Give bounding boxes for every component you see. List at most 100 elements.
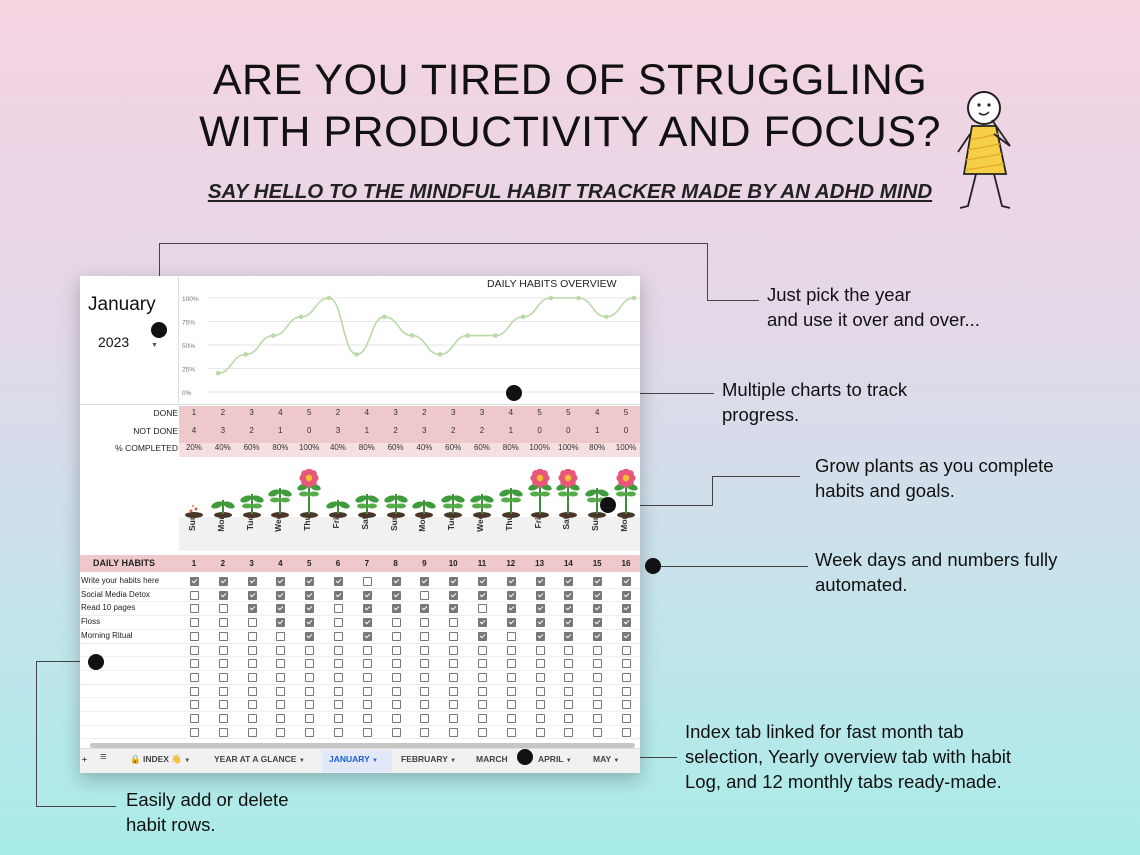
habit-checkbox[interactable] bbox=[305, 590, 315, 600]
habit-checkbox[interactable] bbox=[362, 645, 372, 655]
habit-checkbox[interactable] bbox=[420, 700, 430, 710]
habit-checkbox[interactable] bbox=[449, 700, 459, 710]
habit-checkbox[interactable] bbox=[564, 659, 574, 669]
tab-april[interactable]: APRIL ▼ bbox=[538, 754, 572, 764]
habit-checkbox[interactable] bbox=[449, 618, 459, 628]
habit-checkbox[interactable] bbox=[276, 645, 286, 655]
horizontal-scrollbar[interactable] bbox=[90, 743, 635, 748]
habit-checkbox[interactable] bbox=[449, 590, 459, 600]
tab-february[interactable]: FEBRUARY ▼ bbox=[401, 754, 456, 764]
habit-checkbox[interactable] bbox=[478, 672, 487, 682]
habit-checkbox[interactable] bbox=[593, 618, 603, 628]
habit-checkbox[interactable] bbox=[362, 659, 372, 669]
habit-checkbox[interactable] bbox=[420, 727, 430, 737]
menu-icon[interactable]: ≡ bbox=[100, 751, 107, 763]
habit-checkbox[interactable] bbox=[305, 618, 315, 628]
habit-checkbox[interactable] bbox=[506, 631, 516, 641]
habit-checkbox[interactable] bbox=[622, 672, 631, 682]
habit-checkbox[interactable] bbox=[420, 686, 430, 696]
habit-checkbox[interactable] bbox=[564, 590, 574, 600]
habit-checkbox[interactable] bbox=[334, 631, 343, 641]
habit-checkbox[interactable] bbox=[334, 577, 343, 586]
habit-checkbox[interactable] bbox=[218, 631, 228, 641]
habit-checkbox[interactable] bbox=[247, 604, 257, 614]
habit-checkbox[interactable] bbox=[247, 686, 257, 696]
habit-checkbox[interactable] bbox=[593, 631, 603, 641]
habit-name[interactable]: Write your habits here bbox=[81, 576, 160, 585]
habit-checkbox[interactable] bbox=[564, 672, 574, 682]
habit-checkbox[interactable] bbox=[622, 631, 631, 641]
habit-checkbox[interactable] bbox=[622, 700, 631, 710]
habit-checkbox[interactable] bbox=[190, 577, 199, 586]
habit-checkbox[interactable] bbox=[391, 659, 401, 669]
habit-checkbox[interactable] bbox=[478, 631, 487, 641]
habit-checkbox[interactable] bbox=[218, 659, 228, 669]
habit-checkbox[interactable] bbox=[362, 631, 372, 641]
habit-checkbox[interactable] bbox=[218, 714, 228, 723]
habit-checkbox[interactable] bbox=[190, 604, 199, 614]
habit-checkbox[interactable] bbox=[218, 590, 228, 600]
tab-index[interactable]: 🔒 INDEX 👋 ▼ bbox=[130, 754, 190, 765]
habit-checkbox[interactable] bbox=[305, 700, 315, 710]
habit-checkbox[interactable] bbox=[218, 645, 228, 655]
habit-checkbox[interactable] bbox=[334, 714, 343, 723]
habit-checkbox[interactable] bbox=[247, 590, 257, 600]
habit-checkbox[interactable] bbox=[535, 714, 545, 723]
habit-checkbox[interactable] bbox=[593, 645, 603, 655]
habit-checkbox[interactable] bbox=[362, 618, 372, 628]
habit-checkbox[interactable] bbox=[506, 590, 516, 600]
habit-checkbox[interactable] bbox=[218, 686, 228, 696]
tab-year-at-a-glance[interactable]: YEAR AT A GLANCE ▼ bbox=[214, 754, 305, 764]
habit-checkbox[interactable] bbox=[535, 577, 545, 586]
habit-checkbox[interactable] bbox=[564, 645, 574, 655]
habit-checkbox[interactable] bbox=[305, 672, 315, 682]
habit-checkbox[interactable] bbox=[362, 700, 372, 710]
habit-checkbox[interactable] bbox=[506, 700, 516, 710]
habit-checkbox[interactable] bbox=[593, 686, 603, 696]
habit-name[interactable]: Read 10 pages bbox=[81, 603, 136, 613]
tab-january[interactable]: JANUARY ▼ bbox=[329, 754, 378, 764]
habit-checkbox[interactable] bbox=[478, 604, 487, 614]
habit-checkbox[interactable] bbox=[305, 714, 315, 723]
habit-checkbox[interactable] bbox=[535, 631, 545, 641]
habit-checkbox[interactable] bbox=[190, 645, 199, 655]
habit-checkbox[interactable] bbox=[190, 659, 199, 669]
habit-checkbox[interactable] bbox=[247, 714, 257, 723]
habit-checkbox[interactable] bbox=[535, 659, 545, 669]
habit-checkbox[interactable] bbox=[593, 659, 603, 669]
habit-checkbox[interactable] bbox=[478, 645, 487, 655]
habit-checkbox[interactable] bbox=[449, 659, 459, 669]
habit-checkbox[interactable] bbox=[305, 727, 315, 737]
habit-checkbox[interactable] bbox=[593, 672, 603, 682]
habit-name[interactable]: Morning Ritual bbox=[81, 630, 133, 640]
habit-checkbox[interactable] bbox=[305, 645, 315, 655]
habit-checkbox[interactable] bbox=[362, 672, 372, 682]
habit-checkbox[interactable] bbox=[391, 672, 401, 682]
habit-checkbox[interactable] bbox=[449, 645, 459, 655]
habit-checkbox[interactable] bbox=[478, 686, 487, 696]
habit-checkbox[interactable] bbox=[506, 727, 516, 737]
habit-checkbox[interactable] bbox=[564, 727, 574, 737]
habit-checkbox[interactable] bbox=[276, 727, 286, 737]
habit-checkbox[interactable] bbox=[449, 714, 459, 723]
habit-checkbox[interactable] bbox=[362, 590, 372, 600]
habit-checkbox[interactable] bbox=[449, 672, 459, 682]
habit-checkbox[interactable] bbox=[622, 590, 631, 600]
habit-checkbox[interactable] bbox=[420, 618, 430, 628]
habit-checkbox[interactable] bbox=[218, 618, 228, 628]
habit-checkbox[interactable] bbox=[478, 659, 487, 669]
habit-checkbox[interactable] bbox=[535, 590, 545, 600]
habit-checkbox[interactable] bbox=[420, 604, 430, 614]
habit-checkbox[interactable] bbox=[593, 727, 603, 737]
habit-checkbox[interactable] bbox=[190, 700, 199, 710]
habit-checkbox[interactable] bbox=[506, 686, 516, 696]
habit-checkbox[interactable] bbox=[420, 645, 430, 655]
habit-checkbox[interactable] bbox=[190, 631, 199, 641]
habit-checkbox[interactable] bbox=[305, 577, 315, 586]
habit-checkbox[interactable] bbox=[535, 700, 545, 710]
habit-name[interactable]: Social Media Detox bbox=[81, 589, 150, 599]
habit-checkbox[interactable] bbox=[334, 590, 343, 600]
habit-checkbox[interactable] bbox=[564, 686, 574, 696]
habit-checkbox[interactable] bbox=[391, 700, 401, 710]
habit-checkbox[interactable] bbox=[478, 700, 487, 710]
